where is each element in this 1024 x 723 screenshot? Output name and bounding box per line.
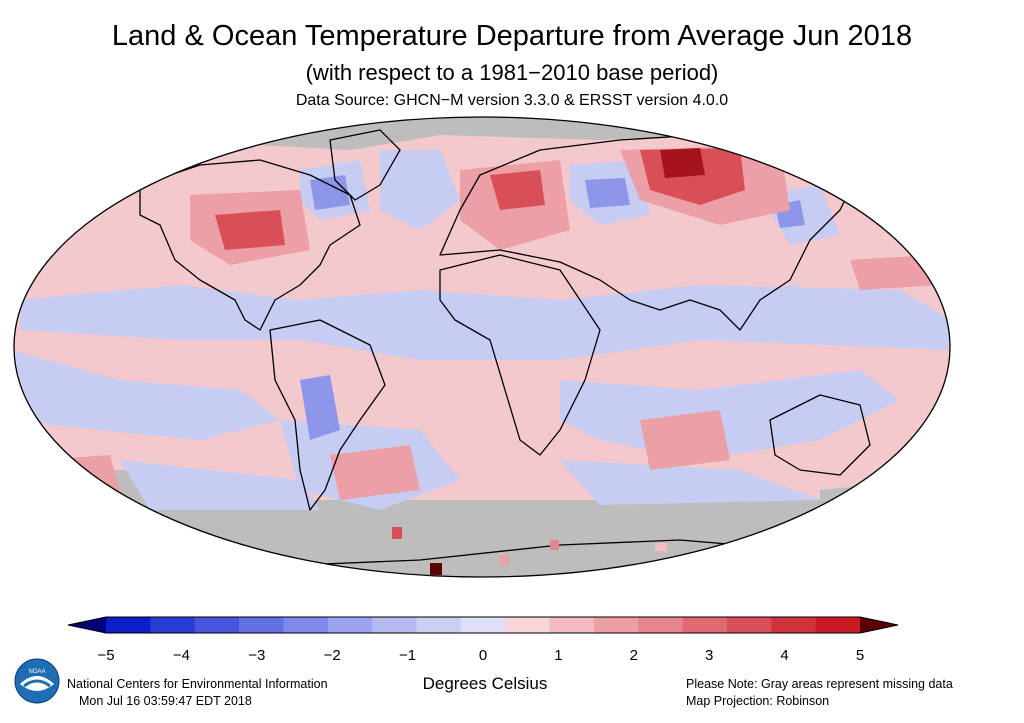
legend-tick-label: 3 — [705, 647, 713, 664]
legend-swatch — [106, 617, 151, 633]
noaa-logo: NOAA — [14, 658, 60, 704]
antarctic-station-anomaly — [392, 527, 402, 539]
legend-swatch — [505, 617, 551, 633]
antarctic-station-anomaly — [500, 555, 509, 565]
legend-swatch — [460, 617, 506, 633]
legend-tick-label: 2 — [630, 647, 638, 664]
generation-timestamp: Mon Jul 16 03:59:47 EDT 2018 — [79, 694, 252, 708]
australia-coast — [769, 394, 871, 476]
antarctic-station-anomaly — [550, 540, 559, 550]
legend-swatch — [682, 617, 728, 633]
legend-swatch — [239, 617, 284, 633]
legend-over-arrow — [860, 617, 898, 633]
legend-swatch — [194, 617, 240, 633]
map-subtitle: (with respect to a 1981−2010 base period… — [305, 60, 719, 85]
map-title: Land & Ocean Temperature Departure from … — [111, 20, 913, 52]
eurasia-coast — [439, 134, 861, 331]
legend-axis-title: Degrees Celsius — [422, 674, 548, 693]
data-source: Data Source: GHCN−M version 3.3.0 & ERSS… — [295, 92, 729, 109]
greenland-coast — [329, 129, 401, 201]
legend-swatch — [416, 617, 462, 633]
noaa-logo-text: NOAA — [28, 669, 45, 675]
legend-tick-label: −2 — [324, 647, 341, 664]
legend-tick-label: −1 — [399, 647, 416, 664]
legend-swatch — [549, 617, 595, 633]
legend-under-arrow — [68, 617, 106, 633]
legend-swatch — [726, 617, 772, 633]
antarctic-station-anomaly — [655, 543, 667, 551]
legend-swatch — [593, 617, 639, 633]
organization-name: National Centers for Environmental Infor… — [67, 677, 328, 691]
color-legend: −5 −4 −3 −2 −1 0 1 2 3 4 5 — [67, 616, 899, 664]
legend-swatch — [771, 617, 817, 633]
projection-note: Map Projection: Robinson — [686, 694, 830, 708]
strong-cool-anomaly-regions — [300, 175, 805, 440]
legend-tick-label: 1 — [554, 647, 562, 664]
map-border — [13, 116, 951, 578]
legend-swatch — [150, 617, 196, 633]
legend-tick-label: 5 — [856, 647, 864, 664]
legend-swatch — [372, 617, 417, 633]
legend-tick-label: 4 — [780, 647, 788, 664]
legend-tick-label: −5 — [97, 647, 114, 664]
south-america-coast — [269, 319, 386, 511]
africa-coast — [439, 254, 601, 456]
north-america-coast — [139, 159, 361, 331]
legend-tick-label: −4 — [173, 647, 190, 664]
robinson-world-map — [13, 116, 951, 578]
record-warm-region — [660, 148, 705, 178]
legend-tick-label: −3 — [248, 647, 265, 664]
antarctic-station-anomaly — [430, 563, 442, 575]
legend-tick-label: 0 — [479, 647, 487, 664]
missing-data-note: Please Note: Gray areas represent missin… — [686, 677, 953, 691]
legend-swatch — [815, 617, 861, 633]
legend-swatch — [327, 617, 373, 633]
legend-swatch — [638, 617, 684, 633]
legend-swatch — [283, 617, 329, 633]
